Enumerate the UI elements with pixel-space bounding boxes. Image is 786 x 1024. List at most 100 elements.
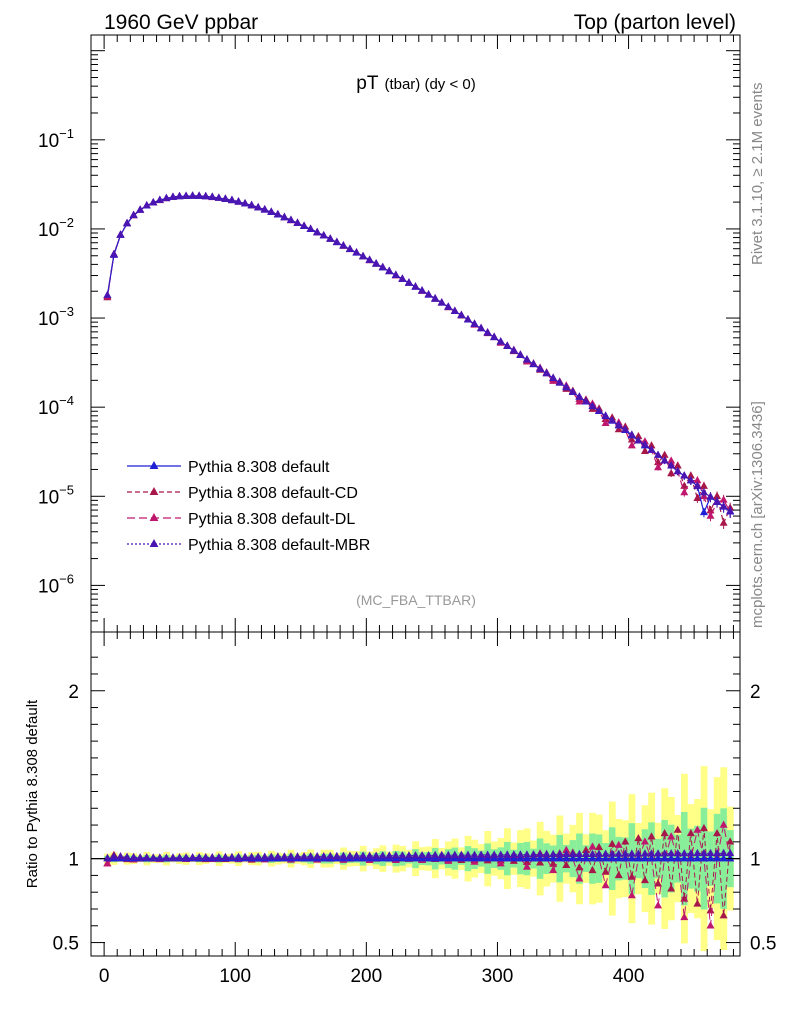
point-mbr [450, 306, 459, 314]
point-mbr [221, 194, 230, 202]
ratio-point-default [719, 854, 728, 862]
point-mbr [339, 240, 348, 249]
point-mbr [601, 411, 610, 419]
ratio-point-cd [647, 832, 656, 840]
point-mbr [680, 471, 689, 479]
ratio-point-mbr [195, 852, 204, 861]
point-dl [575, 397, 584, 405]
point-dl [719, 495, 728, 503]
point-mbr [280, 212, 289, 220]
ratio-point-default [608, 854, 617, 862]
ratio-point-default [621, 854, 630, 862]
ratio-point-mbr [568, 849, 577, 857]
ratio-y-tick-label-right: 1 [750, 850, 761, 871]
x-tick-label: 100 [219, 966, 251, 987]
ratio-point-mbr [483, 850, 492, 858]
ratio-point-mbr [581, 849, 590, 857]
ratio-point-mbr [378, 851, 387, 859]
ratio-y-axis: 2 2 1 1 0.5 0.5 [53, 656, 776, 955]
ratio-point-mbr [562, 849, 571, 858]
ratio-point-mbr [175, 853, 184, 861]
ratio-point-dl [103, 859, 112, 867]
ratio-point-mbr [444, 850, 453, 858]
ratio-point-mbr [155, 853, 164, 861]
ratio-point-mbr [398, 851, 407, 859]
point-mbr [313, 227, 322, 235]
ratio-point-default [503, 854, 512, 862]
ratio-point-mbr [267, 852, 276, 860]
point-mbr [345, 244, 354, 252]
ratio-point-default [490, 854, 499, 862]
ratio-point-mbr [182, 853, 191, 861]
legend-label-dl: Pythia 8.308 default-DL [188, 511, 355, 528]
ratio-point-dl [614, 840, 623, 848]
point-cd [634, 431, 643, 440]
ratio-point-mbr [588, 849, 597, 857]
point-dl [601, 418, 610, 426]
ratio-point-mbr [260, 852, 269, 860]
point-mbr [634, 436, 643, 444]
ratio-point-mbr [208, 852, 217, 861]
point-mbr [627, 430, 636, 438]
ratio-point-cd [621, 837, 630, 845]
point-mbr [109, 249, 118, 257]
ratio-point-mbr [654, 849, 663, 857]
point-mbr [136, 205, 145, 213]
point-mbr [214, 193, 223, 201]
main-y-tick-label: 10−2 [38, 215, 74, 241]
ratio-point-mbr [640, 849, 649, 857]
point-mbr [398, 274, 407, 282]
point-mbr [667, 461, 676, 469]
point-mbr [182, 191, 191, 199]
ratio-point-mbr [286, 852, 295, 860]
ratio-point-default [522, 854, 531, 862]
ratio-y-tick-label-right: 0.5 [750, 934, 776, 955]
point-mbr [549, 373, 558, 381]
point-mbr [444, 302, 453, 310]
main-y-tick-exp: −1 [59, 126, 74, 141]
ratio-point-cd [699, 823, 708, 832]
point-mbr [162, 193, 171, 201]
point-mbr [208, 192, 217, 200]
ratio-point-mbr [247, 852, 256, 860]
ratio-point-cd [595, 842, 604, 851]
analysis-label: (MC_FBA_TTBAR) [356, 592, 476, 608]
ratio-point-mbr [149, 853, 158, 861]
main-y-tick-label: 10−6 [38, 571, 74, 597]
ratio-point-cd [549, 859, 558, 867]
point-mbr [332, 237, 341, 245]
ratio-point-mbr [647, 849, 656, 857]
point-mbr [699, 488, 708, 496]
x-tick-label: 300 [482, 966, 514, 987]
point-cd [719, 518, 728, 526]
ratio-point-mbr [201, 852, 210, 861]
ratio-point-mbr [188, 852, 197, 861]
main-y-tick-exp: −6 [59, 571, 74, 586]
point-mbr [175, 191, 184, 199]
ratio-plot-area [91, 766, 740, 952]
ratio-point-mbr [555, 849, 564, 858]
ratio-point-cd [640, 875, 649, 884]
ratio-point-default [575, 854, 584, 862]
main-plot-area [103, 191, 735, 529]
ratio-point-cd [522, 857, 531, 866]
point-mbr [536, 364, 545, 372]
ratio-point-default [555, 854, 564, 862]
ratio-point-mbr [214, 852, 223, 861]
point-mbr [254, 202, 263, 210]
ratio-y-tick-label: 2 [68, 682, 79, 703]
point-cd [673, 461, 682, 469]
plot-title-main: pT [356, 73, 379, 94]
point-mbr [673, 466, 682, 475]
ratio-point-mbr [457, 850, 466, 858]
point-cd [686, 471, 695, 479]
point-mbr [352, 248, 361, 256]
ratio-point-mbr [116, 852, 125, 860]
ratio-point-mbr [496, 850, 505, 858]
ratio-point-mbr [549, 849, 558, 858]
plot-title: pT (tbar) (dy < 0) [356, 73, 475, 94]
point-mbr [155, 195, 164, 203]
ratio-point-mbr [293, 852, 302, 860]
ratio-point-mbr [621, 849, 630, 857]
